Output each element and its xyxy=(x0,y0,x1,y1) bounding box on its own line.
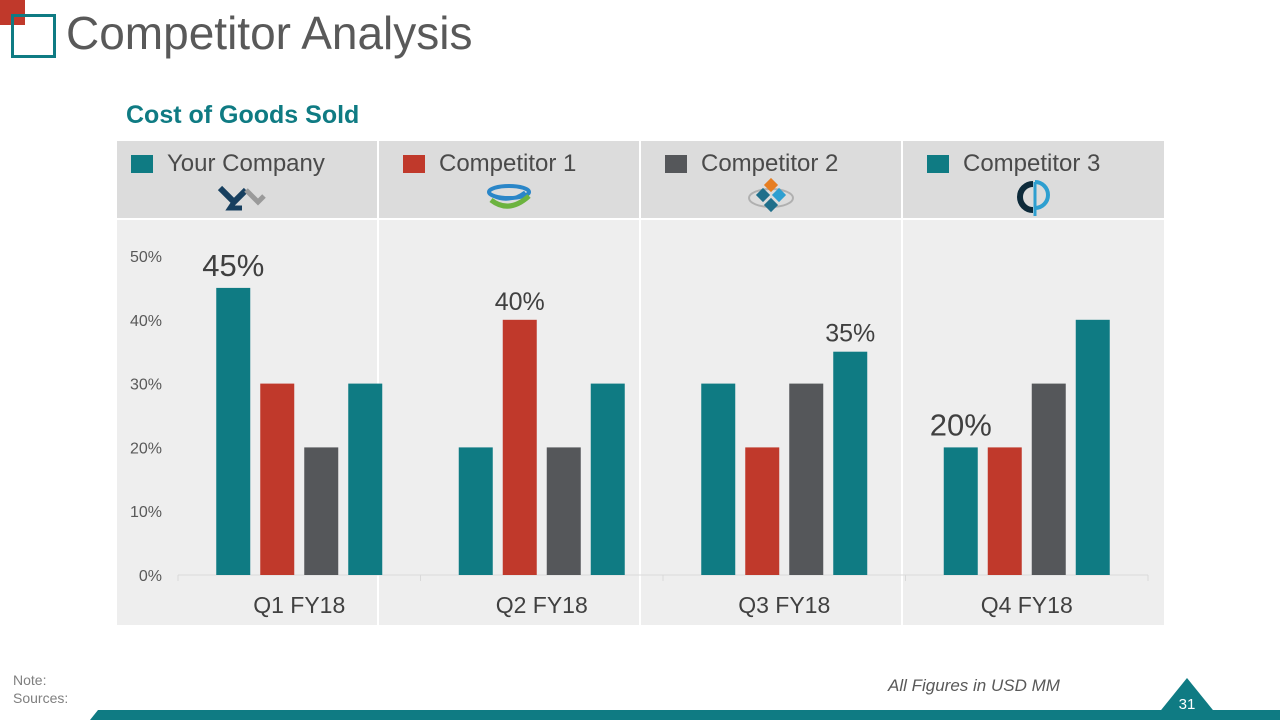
data-label: 20% xyxy=(930,407,992,442)
column-divider xyxy=(901,141,903,625)
bar xyxy=(987,447,1022,575)
legend-swatch xyxy=(927,155,949,173)
bar xyxy=(348,383,383,575)
y-tick-label: 0% xyxy=(139,568,162,585)
bar xyxy=(260,383,295,575)
x-tick-label: Q1 FY18 xyxy=(253,592,345,618)
data-label: 45% xyxy=(202,248,264,283)
legend-label: Competitor 2 xyxy=(701,150,839,177)
bar xyxy=(458,447,493,575)
bar xyxy=(502,319,537,575)
competitor-3-logo-icon xyxy=(1017,180,1050,216)
legend-item-competitor-1: Competitor 1 xyxy=(403,150,577,177)
chart-title: Cost of Goods Sold xyxy=(126,101,360,129)
your-company-logo-icon xyxy=(217,185,266,211)
legend-item-your-company: Your Company xyxy=(131,150,325,177)
y-tick-label: 10% xyxy=(130,504,162,521)
note-label: Note: xyxy=(13,672,47,688)
y-tick-label: 30% xyxy=(130,377,162,394)
competitor-1-logo-icon xyxy=(487,184,531,209)
bar-chart: 0% 10% 20% 30% 40% 50% Q1 FY18 Q2 FY18 Q3 FY18 Q4… xyxy=(130,248,1149,618)
footer-band xyxy=(90,678,1280,720)
bar xyxy=(304,447,339,575)
bar xyxy=(833,351,868,575)
y-tick-label: 40% xyxy=(130,313,162,330)
page-title: Competitor Analysis xyxy=(66,7,473,59)
bar xyxy=(943,447,978,575)
column-divider xyxy=(377,141,379,625)
legend-swatch xyxy=(665,155,687,173)
bar xyxy=(701,383,736,575)
legend-divider xyxy=(117,218,1164,220)
legend-label: Your Company xyxy=(167,150,325,177)
bar xyxy=(1031,383,1066,575)
title-frame-icon xyxy=(11,14,56,58)
bar xyxy=(546,447,581,575)
bar xyxy=(789,383,824,575)
legend-swatch xyxy=(403,155,425,173)
x-tick-label: Q4 FY18 xyxy=(981,592,1073,618)
legend-item-competitor-3: Competitor 3 xyxy=(927,150,1101,177)
x-tick-label: Q3 FY18 xyxy=(738,592,830,618)
page-number: 31 xyxy=(1178,696,1196,713)
legend-item-competitor-2: Competitor 2 xyxy=(665,150,839,177)
sources-label: Sources: xyxy=(13,690,69,706)
bar xyxy=(1075,319,1110,575)
data-label: 35% xyxy=(825,320,875,348)
column-divider xyxy=(639,141,641,625)
x-tick-label: Q2 FY18 xyxy=(496,592,588,618)
bar xyxy=(216,287,251,575)
bar xyxy=(745,447,780,575)
y-tick-label: 50% xyxy=(130,249,162,266)
units-note: All Figures in USD MM xyxy=(888,676,1060,695)
legend-label: Competitor 3 xyxy=(963,150,1101,177)
legend-swatch xyxy=(131,155,153,173)
legend-label: Competitor 1 xyxy=(439,150,577,177)
y-tick-label: 20% xyxy=(130,440,162,457)
bar xyxy=(590,383,625,575)
data-label: 40% xyxy=(495,288,545,316)
competitor-2-logo-icon xyxy=(748,178,794,213)
